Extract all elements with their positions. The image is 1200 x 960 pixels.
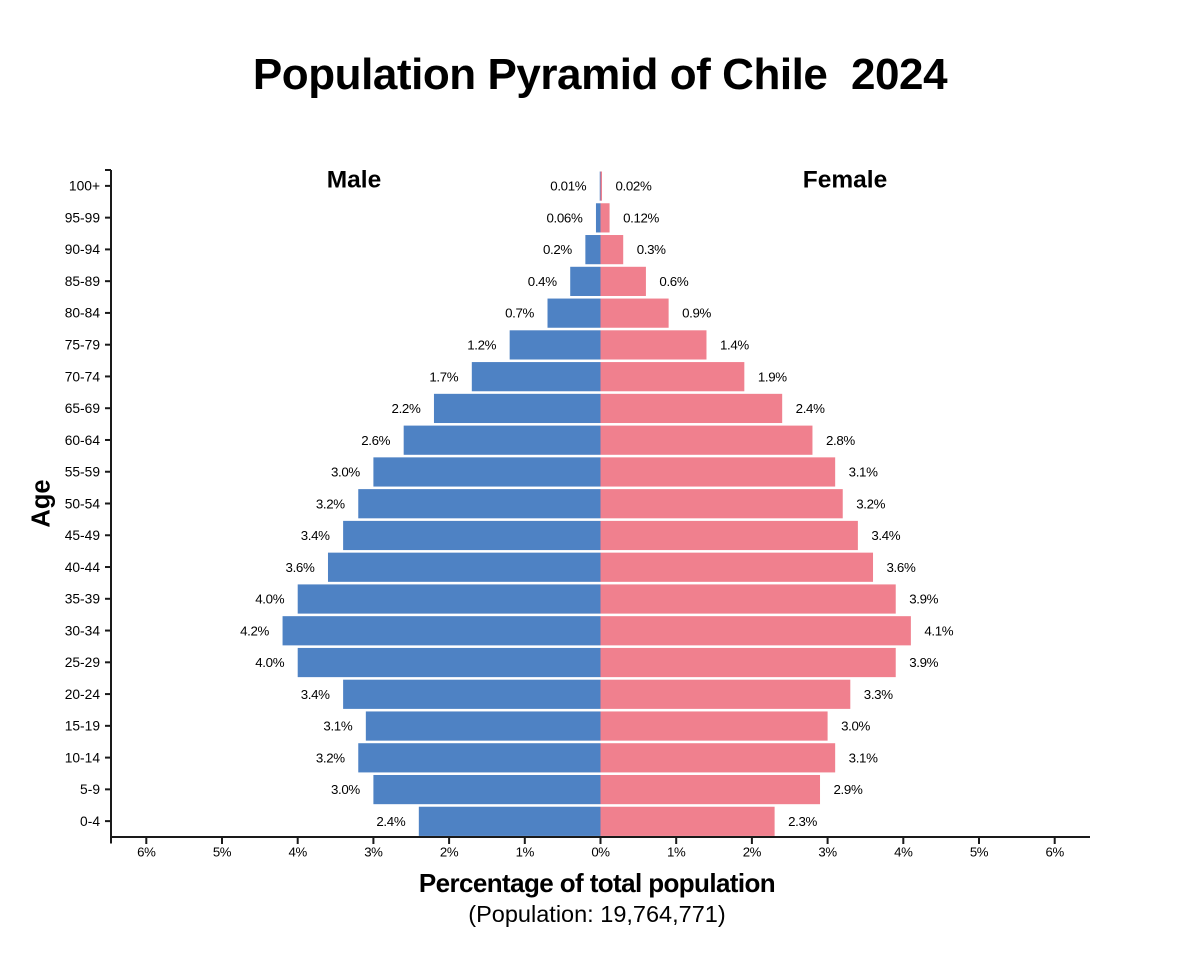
svg-text:1.2%: 1.2%	[467, 337, 496, 352]
svg-text:3.4%: 3.4%	[301, 687, 330, 702]
svg-text:2.3%: 2.3%	[788, 814, 817, 829]
svg-text:5%: 5%	[970, 845, 989, 860]
svg-text:100+: 100+	[69, 179, 100, 194]
svg-text:0.2%: 0.2%	[543, 242, 572, 257]
svg-text:10-14: 10-14	[65, 750, 101, 765]
svg-text:45-49: 45-49	[65, 528, 101, 543]
svg-text:2.2%: 2.2%	[392, 401, 421, 416]
svg-text:3.9%: 3.9%	[909, 655, 938, 670]
svg-text:0-4: 0-4	[80, 814, 100, 829]
svg-text:60-64: 60-64	[65, 433, 101, 448]
svg-text:65-69: 65-69	[65, 401, 101, 416]
svg-text:0.02%: 0.02%	[616, 179, 652, 194]
svg-text:0.12%: 0.12%	[623, 210, 659, 225]
svg-text:2.9%: 2.9%	[834, 782, 863, 797]
svg-text:5-9: 5-9	[80, 782, 100, 797]
svg-text:3.0%: 3.0%	[841, 719, 870, 734]
svg-text:3.6%: 3.6%	[286, 560, 315, 575]
svg-text:(Population: 19,764,771): (Population: 19,764,771)	[468, 901, 725, 927]
svg-text:4.0%: 4.0%	[255, 655, 284, 670]
svg-text:95-99: 95-99	[65, 210, 101, 225]
svg-text:50-54: 50-54	[65, 496, 101, 511]
svg-text:3.1%: 3.1%	[323, 719, 352, 734]
svg-text:4.2%: 4.2%	[240, 623, 269, 638]
svg-text:0.06%: 0.06%	[547, 210, 583, 225]
svg-text:6%: 6%	[137, 845, 156, 860]
svg-text:0.3%: 0.3%	[637, 242, 666, 257]
svg-text:Percentage of total population: Percentage of total population	[419, 868, 775, 898]
svg-text:3.2%: 3.2%	[316, 750, 345, 765]
svg-text:0.9%: 0.9%	[682, 306, 711, 321]
svg-text:4%: 4%	[894, 845, 913, 860]
svg-text:4.1%: 4.1%	[924, 623, 953, 638]
svg-text:0.4%: 0.4%	[528, 274, 557, 289]
svg-text:15-19: 15-19	[65, 719, 101, 734]
svg-text:80-84: 80-84	[65, 306, 101, 321]
svg-text:3%: 3%	[818, 845, 837, 860]
svg-text:4%: 4%	[289, 845, 308, 860]
svg-text:2%: 2%	[440, 845, 459, 860]
svg-text:6%: 6%	[1046, 845, 1065, 860]
svg-text:3.2%: 3.2%	[856, 496, 885, 511]
svg-text:1.7%: 1.7%	[429, 369, 458, 384]
svg-text:Population Pyramid of Chile 2: Population Pyramid of Chile 2024	[253, 50, 948, 99]
svg-text:5%: 5%	[213, 845, 232, 860]
svg-text:75-79: 75-79	[65, 337, 101, 352]
svg-text:1%: 1%	[667, 845, 686, 860]
svg-text:2%: 2%	[743, 845, 762, 860]
svg-text:3.4%: 3.4%	[301, 528, 330, 543]
svg-text:3%: 3%	[364, 845, 383, 860]
svg-text:25-29: 25-29	[65, 655, 101, 670]
svg-text:3.6%: 3.6%	[887, 560, 916, 575]
svg-text:Female: Female	[803, 167, 887, 194]
svg-text:35-39: 35-39	[65, 592, 101, 607]
svg-text:2.4%: 2.4%	[376, 814, 405, 829]
svg-text:3.0%: 3.0%	[331, 782, 360, 797]
svg-text:2.4%: 2.4%	[796, 401, 825, 416]
svg-text:0%: 0%	[591, 845, 610, 860]
svg-text:0.01%: 0.01%	[550, 179, 586, 194]
svg-text:0.7%: 0.7%	[505, 306, 534, 321]
svg-text:Age: Age	[28, 479, 56, 527]
svg-text:1.4%: 1.4%	[720, 337, 749, 352]
svg-text:30-34: 30-34	[65, 623, 101, 638]
svg-text:55-59: 55-59	[65, 465, 101, 480]
svg-text:1.9%: 1.9%	[758, 369, 787, 384]
svg-text:2.8%: 2.8%	[826, 433, 855, 448]
svg-text:1%: 1%	[516, 845, 535, 860]
svg-text:85-89: 85-89	[65, 274, 101, 289]
svg-text:40-44: 40-44	[65, 560, 101, 575]
svg-text:20-24: 20-24	[65, 687, 101, 702]
svg-text:3.9%: 3.9%	[909, 592, 938, 607]
svg-text:3.2%: 3.2%	[316, 496, 345, 511]
svg-text:0.6%: 0.6%	[659, 274, 688, 289]
svg-text:4.0%: 4.0%	[255, 592, 284, 607]
svg-text:3.4%: 3.4%	[871, 528, 900, 543]
svg-text:3.1%: 3.1%	[849, 465, 878, 480]
svg-text:Male: Male	[327, 167, 381, 194]
svg-text:2.6%: 2.6%	[361, 433, 390, 448]
svg-text:70-74: 70-74	[65, 369, 101, 384]
svg-text:90-94: 90-94	[65, 242, 101, 257]
svg-text:3.1%: 3.1%	[849, 750, 878, 765]
svg-text:3.3%: 3.3%	[864, 687, 893, 702]
svg-text:3.0%: 3.0%	[331, 465, 360, 480]
